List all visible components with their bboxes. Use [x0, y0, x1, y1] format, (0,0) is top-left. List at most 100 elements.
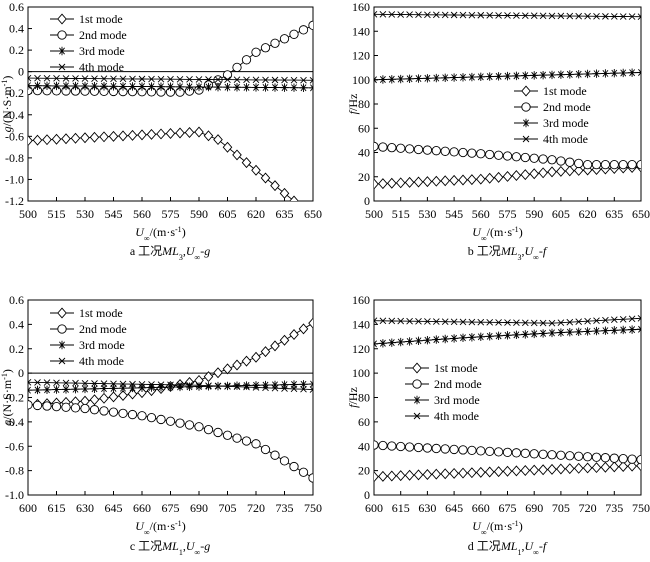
y-axis-label: g/(N·S·m-1)	[0, 369, 14, 426]
data-point	[493, 466, 504, 478]
data-point	[520, 152, 530, 163]
figure-caption: c 工况ML1,U∞-g	[130, 539, 210, 557]
x-tick-label: 675	[499, 501, 517, 515]
data-point	[186, 76, 193, 83]
data-point	[627, 325, 637, 334]
data-point	[504, 319, 511, 326]
data-point	[203, 371, 214, 383]
data-point	[213, 134, 223, 146]
data-point	[42, 81, 52, 91]
data-point	[222, 430, 233, 440]
data-point	[99, 82, 109, 91]
data-point	[440, 468, 450, 480]
data-point	[289, 329, 299, 341]
data-point	[502, 170, 513, 182]
data-point	[232, 359, 242, 371]
data-point	[213, 367, 223, 379]
data-point	[251, 381, 261, 390]
legend-marker	[521, 118, 531, 128]
data-point	[468, 318, 476, 326]
data-point	[423, 336, 432, 345]
data-point	[270, 180, 280, 192]
data-point	[450, 318, 458, 326]
data-point	[467, 445, 477, 456]
x-tick-label: 615	[48, 501, 66, 515]
data-point	[565, 451, 575, 461]
x-tick-label: 750	[304, 501, 322, 515]
data-point	[575, 12, 583, 20]
legend: 1st mode 2nd mode 3rd mode 4th mode	[50, 12, 127, 74]
data-point	[602, 316, 609, 324]
y-tick-label: -1.2	[5, 194, 24, 208]
legend-label: 3rd mode	[79, 44, 125, 58]
data-point	[195, 76, 203, 83]
data-point	[600, 453, 611, 463]
data-point	[175, 82, 185, 92]
data-point	[262, 384, 269, 392]
x-tick-label: 620	[579, 207, 597, 221]
data-point	[204, 82, 213, 92]
data-point	[512, 330, 521, 340]
legend-marker	[521, 102, 531, 112]
legend-marker	[57, 340, 67, 350]
data-point	[440, 444, 450, 454]
data-point	[290, 76, 298, 84]
data-point	[138, 380, 146, 388]
data-point	[80, 384, 90, 394]
data-point	[53, 379, 60, 387]
data-point	[165, 416, 176, 426]
data-point	[627, 460, 637, 472]
data-point	[203, 130, 214, 142]
data-point	[511, 448, 522, 458]
legend-marker	[521, 85, 531, 97]
data-point	[476, 446, 486, 456]
data-point	[424, 11, 431, 19]
data-point	[485, 332, 494, 341]
data-point	[467, 174, 477, 186]
data-point	[279, 456, 290, 466]
y-tick-label: -0.6	[5, 439, 24, 453]
x-tick-label: 690	[525, 501, 543, 515]
data-point	[289, 83, 299, 92]
data-point	[404, 176, 415, 188]
data-point	[538, 449, 548, 459]
legend-marker	[412, 395, 422, 405]
data-point	[184, 420, 195, 430]
data-point	[298, 323, 309, 335]
data-point	[449, 174, 459, 186]
data-point	[99, 392, 109, 404]
legend-marker	[58, 63, 66, 71]
data-point	[242, 83, 251, 92]
data-point	[61, 81, 71, 91]
data-point	[583, 327, 592, 336]
y-tick-label: 60	[358, 415, 370, 429]
data-point	[432, 335, 441, 344]
data-point	[146, 412, 157, 423]
data-point	[636, 159, 641, 170]
y-tick-label: 0	[18, 65, 24, 79]
data-point	[584, 12, 591, 20]
data-point	[28, 378, 32, 386]
data-point	[108, 130, 119, 142]
data-point	[432, 11, 440, 19]
data-point	[118, 389, 128, 401]
data-point	[619, 13, 627, 20]
data-point	[415, 318, 422, 325]
y-tick-label: 20	[358, 170, 370, 184]
data-point	[582, 159, 593, 170]
data-point	[70, 132, 81, 144]
data-point	[241, 436, 252, 446]
data-point	[309, 386, 313, 393]
legend-label: 4th mode	[434, 409, 479, 423]
data-point	[223, 82, 232, 92]
data-point	[299, 380, 308, 389]
data-point	[28, 400, 33, 410]
data-point	[458, 73, 468, 82]
data-point	[71, 81, 80, 91]
data-point	[279, 187, 290, 199]
figure-caption: d 工况ML1,U∞-f	[468, 539, 548, 557]
data-point	[530, 329, 539, 339]
data-point	[156, 383, 166, 392]
data-point	[146, 128, 157, 140]
